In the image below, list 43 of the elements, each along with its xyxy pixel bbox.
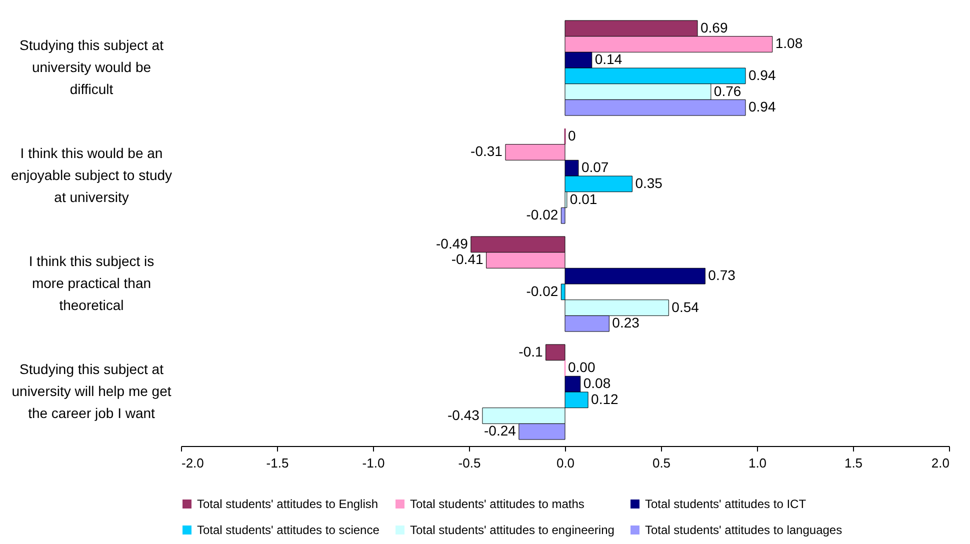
data-label: -0.02 (526, 206, 558, 223)
data-label: -0.49 (436, 235, 468, 252)
x-tick-label: -0.5 (458, 456, 481, 470)
data-label: 0.08 (583, 375, 611, 392)
legend-label: Total students' attitudes to science (197, 523, 380, 537)
data-label: -0.24 (484, 422, 516, 439)
y-tick-label: Studying this subject at university would be difficult (20, 37, 164, 97)
data-label: 0.94 (748, 98, 776, 115)
data-label: 0.00 (568, 359, 596, 376)
data-label: -0.31 (470, 143, 503, 160)
data-label: 0.94 (748, 66, 776, 83)
y-tick-label: Studying this subject at university will help me get the career job I want (12, 361, 172, 421)
data-label: 0.01 (570, 190, 598, 207)
y-tick-label: I think this subject is more practical than theoretical (28, 253, 154, 313)
data-label: 0.76 (714, 82, 742, 99)
data-label: 0.12 (591, 390, 618, 407)
x-tick-label: 1.5 (844, 456, 863, 470)
data-label: -0.41 (451, 251, 484, 268)
x-tick-label: 1.0 (748, 456, 767, 470)
legend-label: Total students' attitudes to engineering (410, 523, 614, 537)
x-tick-label: 0.0 (556, 456, 575, 470)
data-label: 1.08 (775, 35, 803, 52)
legend-label: Total students' attitudes to maths (410, 497, 584, 511)
data-label: 0.69 (700, 19, 728, 36)
data-label: 0.07 (581, 159, 609, 176)
x-tick-label: -2.0 (182, 456, 204, 470)
legend-label: Total students' attitudes to ICT (645, 497, 807, 511)
data-label: -0.1 (518, 343, 544, 360)
legend-label: Total students' attitudes to languages (645, 523, 842, 537)
data-label: 0.54 (672, 298, 700, 315)
x-tick-label: 0.5 (652, 456, 671, 470)
x-tick-label: -1.0 (362, 456, 385, 470)
x-tick-label: 2.0 (931, 456, 950, 470)
y-tick-label: I think this would be an enjoyable subject to study at university (10, 145, 172, 205)
data-label: 0.23 (612, 314, 640, 331)
x-tick-label: -1.5 (266, 456, 289, 470)
data-label: -0.02 (526, 282, 558, 299)
data-label: 0.35 (635, 174, 663, 191)
data-label: 0 (568, 127, 576, 144)
data-label: -0.43 (448, 406, 480, 423)
data-label: 0.14 (594, 51, 622, 68)
data-label: 0.73 (708, 267, 736, 284)
legend-label: Total students' attitudes to English (197, 497, 378, 511)
